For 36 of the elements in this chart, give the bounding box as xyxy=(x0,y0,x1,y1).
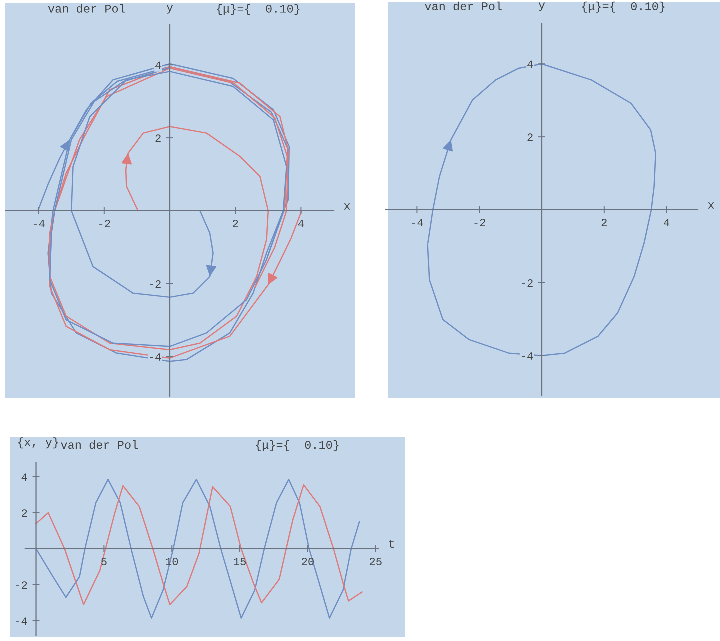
y-tick-label: 2 xyxy=(528,134,533,142)
y-tick-label: -4 xyxy=(16,618,28,626)
x-axis-title: t xyxy=(389,540,394,548)
chart-subtitle: {μ}={ 0.10} xyxy=(217,4,300,16)
y-tick-label: -4 xyxy=(522,352,534,360)
x-tick-label: 4 xyxy=(664,219,670,226)
chart-title: van der Pol xyxy=(61,440,138,450)
x-tick-label: 2 xyxy=(602,218,607,226)
y-axis-title: {x, y} xyxy=(18,438,58,449)
y-tick-label: 4 xyxy=(156,62,162,70)
y-tick-label: 2 xyxy=(156,134,161,142)
chart-subtitle: {μ}={ 0.10} xyxy=(256,440,339,452)
chart-subtitle: {μ}={ 0.10} xyxy=(582,2,665,13)
x-tick-label: -2 xyxy=(474,218,486,226)
x-tick-label: 25 xyxy=(370,558,382,566)
x-tick-label: 4 xyxy=(298,220,304,228)
y-tick-label: 4 xyxy=(22,474,28,482)
y-axis-title: y xyxy=(538,2,546,12)
x-tick-label: 2 xyxy=(233,220,238,228)
y-tick-label: 4 xyxy=(528,60,534,68)
x-tick-label: -4 xyxy=(412,219,424,226)
x-tick-label: -2 xyxy=(100,220,110,228)
y-tick-label: 2 xyxy=(22,510,28,518)
x-axis-title: x xyxy=(708,202,714,209)
y-tick-label: -4 xyxy=(150,354,162,361)
y-tick-label: -2 xyxy=(150,280,161,288)
x-tick-label: 10 xyxy=(166,558,178,566)
y-tick-label: -2 xyxy=(522,280,533,287)
x-tick-label: 15 xyxy=(234,558,246,566)
y-tick-label: -2 xyxy=(16,582,28,590)
chart-title: van der Pol xyxy=(48,4,126,13)
y-axis-title: y xyxy=(166,5,174,14)
x-tick-label: 20 xyxy=(302,558,314,566)
chart-title: van der Pol xyxy=(425,2,502,11)
x-axis-title: x xyxy=(344,204,350,210)
x-tick-label: -4 xyxy=(34,220,45,228)
